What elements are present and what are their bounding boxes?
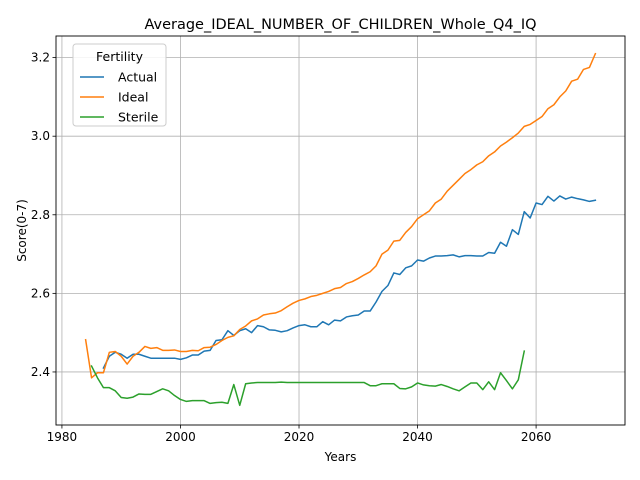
legend-box bbox=[72, 43, 167, 127]
grid-lines bbox=[56, 36, 625, 425]
y-tick-label: 2.4 bbox=[31, 365, 50, 379]
legend-label-ideal: Ideal bbox=[118, 90, 148, 105]
series-line-sterile bbox=[90, 350, 526, 407]
y-tick-label: 2.8 bbox=[31, 208, 50, 222]
x-tick-label: 1980 bbox=[47, 430, 78, 444]
y-axis-ticks: 2.4 2.6 2.8 3.0 3.2 bbox=[31, 51, 56, 379]
series-lines bbox=[84, 52, 597, 407]
y-tick-label: 3.0 bbox=[31, 129, 50, 143]
x-tick-label: 2060 bbox=[521, 430, 552, 444]
legend: Fertility Actual Ideal Sterile bbox=[72, 43, 167, 127]
legend-title: Fertility bbox=[96, 49, 144, 64]
y-tick-label: 2.6 bbox=[31, 286, 50, 300]
legend-label-sterile: Sterile bbox=[118, 110, 159, 125]
y-tick-label: 3.2 bbox=[31, 51, 50, 65]
x-axis-title: Years bbox=[324, 450, 357, 464]
series-line-ideal bbox=[84, 52, 597, 379]
chart-title: Average_IDEAL_NUMBER_OF_CHILDREN_Whole_Q… bbox=[144, 17, 536, 33]
x-tick-label: 2020 bbox=[284, 430, 315, 444]
legend-label-actual: Actual bbox=[118, 70, 157, 85]
x-tick-label: 2040 bbox=[402, 430, 433, 444]
x-axis-ticks: 1980 2000 2020 2040 2060 bbox=[47, 425, 552, 444]
series-line-actual bbox=[102, 195, 597, 370]
plot-frame bbox=[55, 35, 626, 426]
x-tick-label: 2000 bbox=[165, 430, 196, 444]
y-axis-title: Score(0-7) bbox=[15, 199, 29, 262]
